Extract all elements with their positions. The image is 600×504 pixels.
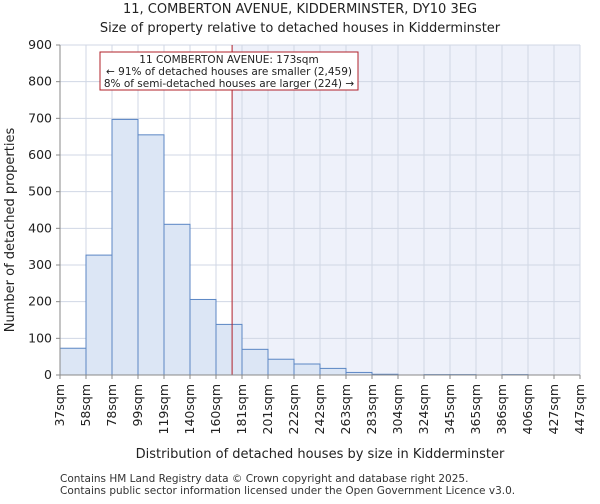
x-tick-label: 222sqm (286, 384, 301, 434)
bar-160sqm (216, 324, 242, 375)
y-tick-label: 0 (44, 367, 52, 382)
bar-78sqm (112, 119, 138, 375)
y-tick-label: 800 (28, 74, 52, 89)
x-tick-label: 99sqm (130, 384, 145, 427)
x-axis-label: Distribution of detached houses by size … (136, 447, 505, 462)
y-axis-label: Number of detached properties (3, 128, 18, 333)
y-tick-label: 600 (28, 147, 52, 162)
x-tick-label: 160sqm (208, 384, 223, 434)
x-tick-label: 78sqm (104, 384, 119, 427)
x-tick-label: 427sqm (546, 384, 561, 434)
annotation-line-2: ← 91% of detached houses are smaller (2,… (106, 66, 352, 78)
x-tick-label: 58sqm (78, 384, 93, 427)
bar-37sqm (60, 348, 86, 375)
chart-title: 11, COMBERTON AVENUE, KIDDERMINSTER, DY1… (123, 2, 477, 17)
x-tick-label: 345sqm (442, 384, 457, 434)
y-tick-label: 300 (28, 257, 52, 272)
y-tick-label: 900 (28, 37, 52, 52)
y-tick-label: 400 (28, 220, 52, 235)
bar-201sqm (268, 359, 294, 375)
x-tick-label: 386sqm (494, 384, 509, 434)
annotation-line-3: 8% of semi-detached houses are larger (2… (104, 78, 355, 90)
x-tick-label: 447sqm (572, 384, 587, 434)
x-tick-label: 119sqm (156, 384, 171, 434)
chart-subtitle: Size of property relative to detached ho… (100, 21, 501, 36)
bar-140sqm (190, 299, 216, 375)
bar-58sqm (86, 255, 112, 375)
x-tick-label: 201sqm (260, 384, 275, 434)
x-tick-label: 283sqm (364, 384, 379, 434)
bar-119sqm (164, 224, 190, 375)
x-tick-label: 140sqm (182, 384, 197, 434)
x-tick-label: 242sqm (312, 384, 327, 434)
x-tick-label: 263sqm (338, 384, 353, 434)
bar-222sqm (294, 364, 320, 375)
bar-99sqm (138, 135, 164, 375)
x-tick-label: 365sqm (468, 384, 483, 434)
y-tick-label: 100 (28, 330, 52, 345)
annotation-line-1: 11 COMBERTON AVENUE: 173sqm (139, 54, 318, 66)
annotation-box: 11 COMBERTON AVENUE: 173sqm ← 91% of det… (100, 52, 358, 90)
y-tick-label: 200 (28, 294, 52, 309)
bar-242sqm (320, 368, 346, 375)
x-tick-label: 181sqm (234, 384, 249, 434)
footer-line-1: Contains HM Land Registry data © Crown c… (60, 473, 468, 485)
footer-line-2: Contains public sector information licen… (60, 485, 515, 497)
x-tick-label: 406sqm (520, 384, 535, 434)
x-tick-label: 37sqm (52, 384, 67, 427)
y-tick-label: 500 (28, 184, 52, 199)
x-tick-label: 324sqm (416, 384, 431, 434)
bar-181sqm (242, 349, 268, 375)
x-tick-label: 304sqm (390, 384, 405, 434)
y-tick-label: 700 (28, 110, 52, 125)
